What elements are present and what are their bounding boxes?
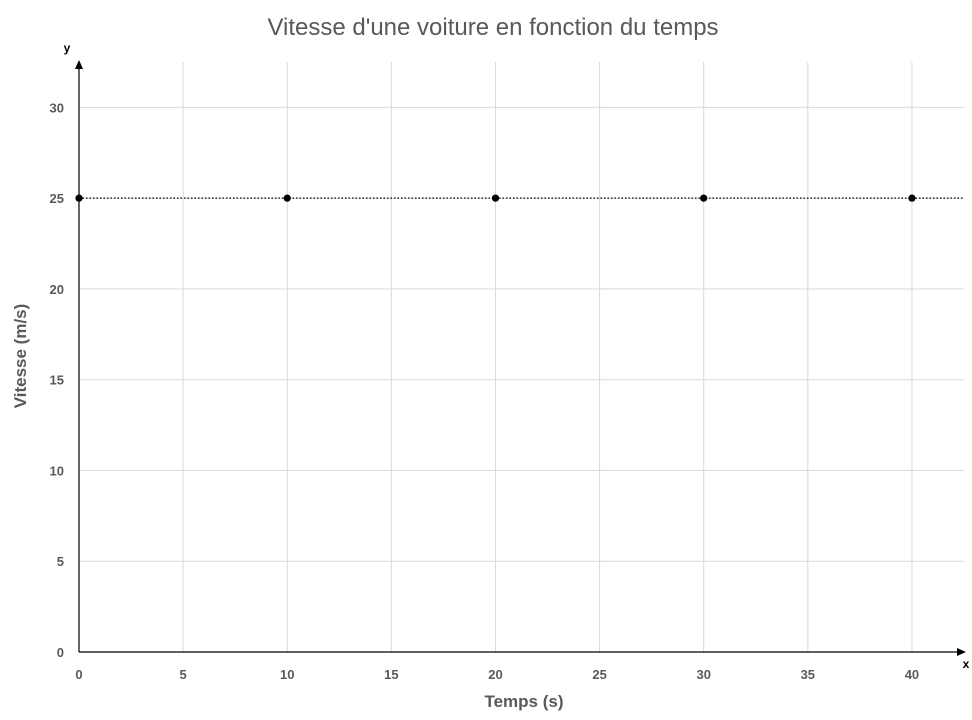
data-point [700, 194, 708, 202]
x-tick-label: 5 [180, 667, 187, 682]
y-tick-label: 25 [50, 191, 64, 206]
x-tick-label: 35 [801, 667, 815, 682]
x-tick-label: 40 [905, 667, 919, 682]
tick-label-layer: 0 5 10 15 20 25 30 35 40 0 5 10 15 20 25 30 [50, 100, 920, 682]
data-point [75, 194, 83, 202]
y-tick-label: 30 [50, 100, 64, 115]
x-tick-label: 10 [280, 667, 294, 682]
x-tick-label: 15 [384, 667, 398, 682]
series-layer [75, 194, 964, 202]
y-axis-letter: y [64, 41, 71, 55]
data-point [908, 194, 916, 202]
x-axis-letter: x [963, 657, 970, 671]
data-point [283, 194, 291, 202]
x-tick-label: 30 [696, 667, 710, 682]
chart-title: Vitesse d'une voiture en fonction du tem… [267, 14, 718, 41]
y-tick-label: 20 [50, 282, 64, 297]
x-tick-label: 0 [75, 667, 82, 682]
y-axis-title: Vitesse (m/s) [11, 304, 30, 409]
x-tick-label: 20 [488, 667, 502, 682]
data-point [491, 194, 500, 202]
x-axis-arrow [957, 648, 966, 656]
grid-layer [79, 62, 964, 652]
axis-layer [75, 60, 966, 656]
y-tick-label: 15 [50, 373, 64, 388]
x-tick-label: 25 [592, 667, 606, 682]
y-axis-arrow [75, 60, 83, 69]
y-tick-label: 10 [50, 463, 64, 478]
y-tick-label: 0 [57, 645, 64, 660]
x-axis-title: Temps (s) [484, 692, 563, 711]
y-tick-label: 5 [57, 554, 64, 569]
